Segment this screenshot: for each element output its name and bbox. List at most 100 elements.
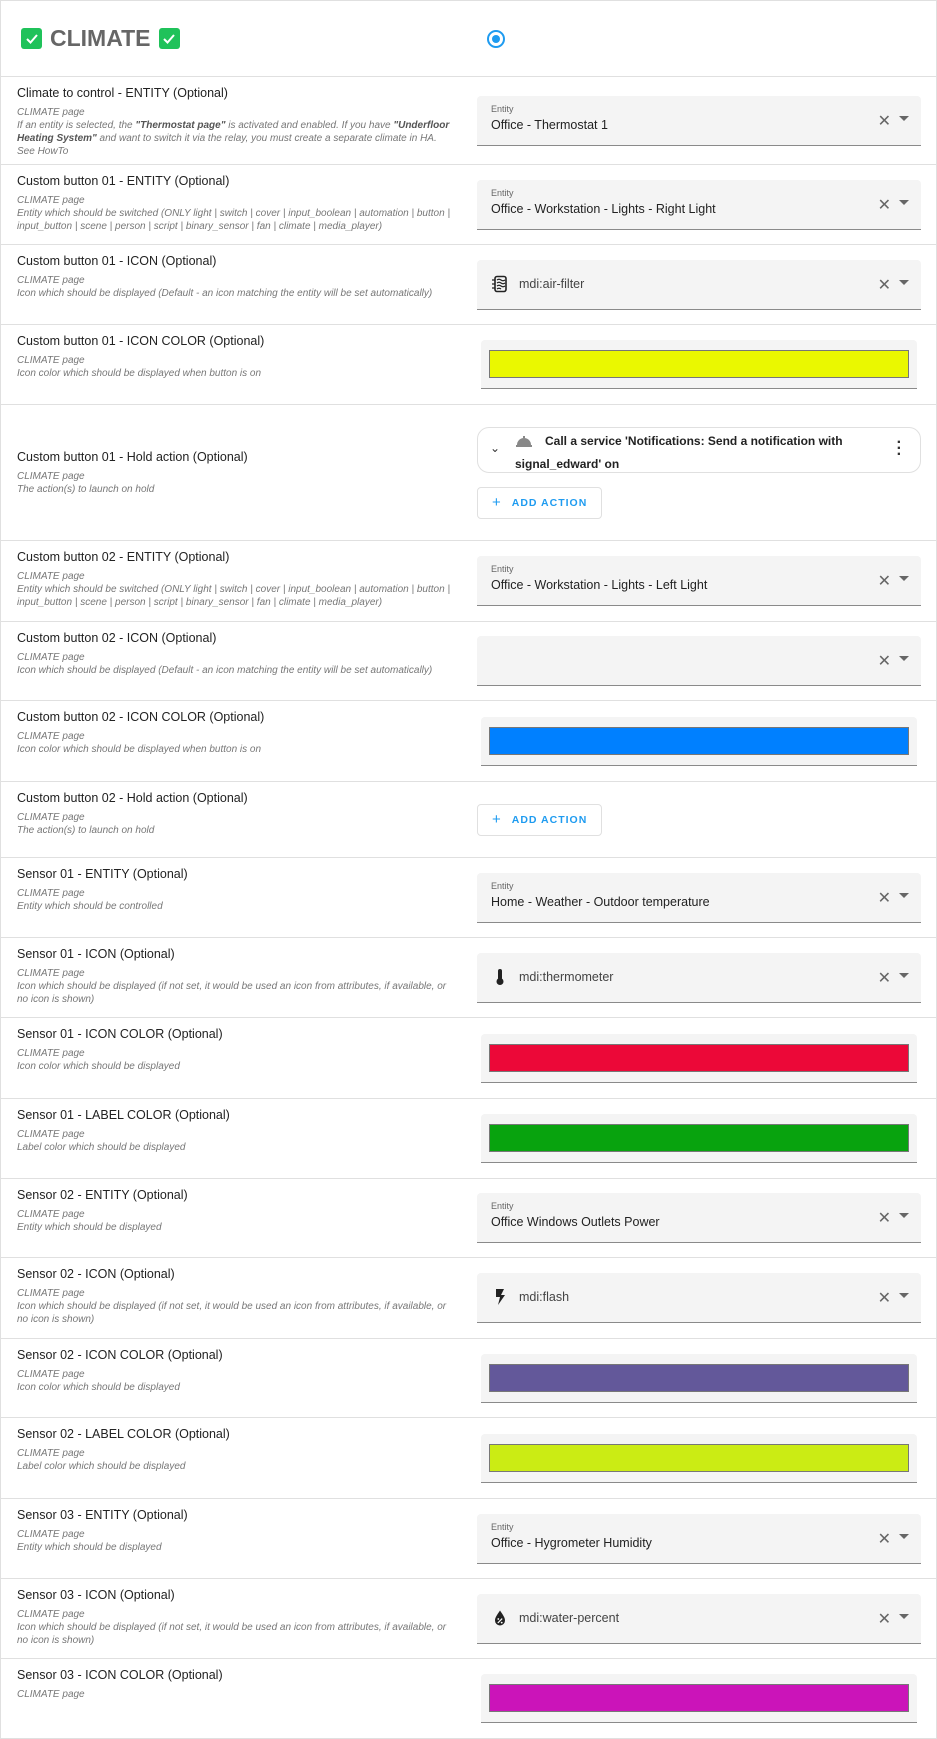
color-picker[interactable] (481, 1353, 917, 1403)
clear-icon[interactable]: ✕ (877, 889, 891, 907)
clear-icon[interactable]: ✕ (877, 969, 891, 987)
setting-description: CLIMATE page Icon which should be display… (17, 1287, 461, 1326)
dropdown-arrow-icon[interactable] (899, 1533, 909, 1539)
description-text: and want to switch it via the relay, you… (17, 133, 437, 157)
color-swatch[interactable] (489, 1684, 909, 1712)
icon-picker[interactable]: mdi:flash ✕ (477, 1273, 921, 1323)
dropdown-arrow-icon[interactable] (899, 279, 909, 285)
icon-picker[interactable]: mdi:thermometer ✕ (477, 952, 921, 1003)
more-options-icon[interactable]: · · · (896, 433, 902, 463)
icon-picker[interactable]: ✕ (477, 636, 921, 686)
description-text: Entity which should be switched (ONLY li… (17, 584, 451, 608)
setting-title: Custom button 01 - ICON (Optional) (17, 254, 217, 268)
entity-picker[interactable]: Entity Office Windows Outlets Power ✕ (477, 1193, 921, 1243)
icon-value[interactable]: mdi:flash (519, 1290, 570, 1304)
color-swatch[interactable] (489, 1043, 909, 1072)
entity-picker[interactable]: Entity Office - Workstation - Lights - Le… (477, 556, 921, 606)
color-picker[interactable] (481, 340, 917, 389)
add-action-button[interactable]: + ADD ACTION (477, 803, 603, 836)
setting-info: Custom button 02 - Hold action (Optional… (1, 782, 461, 837)
entity-value[interactable]: Office - Workstation - Lights - Left Lig… (491, 578, 708, 592)
icon-value[interactable]: mdi:thermometer (519, 969, 614, 984)
setting-row: Custom button 01 - ICON COLOR (Optional)… (1, 325, 936, 405)
entity-value[interactable]: Office - Thermostat 1 (491, 117, 608, 132)
description-text: Icon which should be displayed (if not s… (17, 981, 447, 1005)
clear-icon[interactable]: ✕ (877, 112, 891, 130)
dropdown-arrow-icon[interactable] (899, 892, 909, 898)
dropdown-arrow-icon[interactable] (899, 656, 909, 661)
setting-row: Custom button 01 - ENTITY (Optional) CLIM… (1, 165, 936, 245)
description-text: The action(s) to launch on hold (17, 825, 155, 836)
description-text: Entity which should be controlled (17, 901, 163, 912)
dropdown-arrow-icon[interactable] (899, 1293, 909, 1298)
air-filter-icon (491, 275, 509, 293)
clear-icon[interactable]: ✕ (877, 276, 891, 294)
setting-description: CLIMATE page Icon color which should be d… (17, 354, 461, 380)
color-swatch[interactable] (489, 1363, 909, 1392)
entity-picker[interactable]: Entity Home - Weather - Outdoor temperatu… (477, 872, 921, 923)
color-picker[interactable] (481, 716, 917, 766)
setting-title: Custom button 01 - Hold action (Optional… (17, 449, 248, 464)
color-picker[interactable] (481, 1114, 917, 1163)
setting-row: Sensor 03 - ICON (Optional) CLIMATE page I… (1, 1579, 936, 1659)
clear-icon[interactable]: ✕ (877, 1290, 891, 1307)
setting-title: Custom button 02 - Hold action (Optional… (17, 791, 248, 805)
description-text: Icon which should be displayed (if not s… (17, 1622, 447, 1646)
clear-icon[interactable]: ✕ (877, 573, 891, 590)
setting-row: Custom button 02 - ICON (Optional) CLIMAT… (1, 622, 936, 701)
dropdown-arrow-icon[interactable] (899, 972, 909, 978)
clear-icon[interactable]: ✕ (877, 1210, 891, 1227)
color-swatch[interactable] (489, 1124, 909, 1152)
clear-icon[interactable]: ✕ (877, 1530, 891, 1548)
icon-value[interactable]: mdi:water-percent (519, 1610, 620, 1625)
icon-picker[interactable]: mdi:water-percent ✕ (477, 1593, 921, 1644)
section-title-text: CLIMATE (50, 25, 151, 51)
dropdown-arrow-icon[interactable] (899, 576, 909, 581)
setting-control (461, 716, 936, 766)
description-text: CLIMATE page (17, 1209, 85, 1220)
setting-row: Sensor 01 - ENTITY (Optional) CLIMATE pag… (1, 858, 936, 938)
setting-title: Custom button 02 - ENTITY (Optional) (17, 550, 230, 564)
color-swatch[interactable] (489, 726, 909, 755)
checkmark-icon (158, 28, 180, 49)
description-text: CLIMATE page (17, 652, 85, 663)
action-item[interactable]: ⌄ Call a service 'Notifications: Send a n… (477, 426, 921, 473)
clear-icon[interactable]: ✕ (877, 653, 891, 670)
entity-value[interactable]: Home - Weather - Outdoor temperature (491, 894, 710, 909)
setting-control (461, 1674, 936, 1723)
clear-icon[interactable]: ✕ (877, 196, 891, 214)
color-swatch[interactable] (489, 350, 909, 378)
color-picker[interactable] (481, 1674, 917, 1723)
chevron-down-icon[interactable]: ⌄ (490, 440, 501, 455)
dropdown-arrow-icon[interactable] (899, 115, 909, 121)
color-picker[interactable] (481, 1433, 917, 1483)
description-text: CLIMATE page (17, 1448, 85, 1459)
clear-icon[interactable]: ✕ (877, 1610, 891, 1628)
setting-description: CLIMATE page Icon which should be display… (17, 967, 461, 1006)
icon-picker[interactable]: mdi:air-filter ✕ (477, 259, 921, 310)
description-text: CLIMATE page (17, 888, 85, 899)
color-swatch[interactable] (489, 1443, 909, 1472)
entity-picker[interactable]: Entity Office - Workstation - Lights - Ri… (477, 179, 921, 230)
entity-value[interactable]: Office - Hygrometer Humidity (491, 1535, 652, 1550)
dropdown-arrow-icon[interactable] (899, 199, 909, 205)
color-picker[interactable] (481, 1033, 917, 1083)
add-action-button[interactable]: + ADD ACTION (477, 486, 603, 519)
setting-title: Sensor 02 - LABEL COLOR (Optional) (17, 1427, 230, 1441)
dropdown-arrow-icon[interactable] (899, 1213, 909, 1218)
icon-value[interactable]: mdi:air-filter (519, 276, 585, 291)
entity-picker[interactable]: Entity Office - Hygrometer Humidity ✕ (477, 1513, 921, 1564)
plus-icon: + (492, 494, 502, 511)
setting-title: Sensor 01 - ENTITY (Optional) (17, 867, 188, 881)
checkmark-icon (21, 28, 42, 49)
dropdown-arrow-icon[interactable] (899, 1613, 909, 1619)
entity-picker[interactable]: Entity Office - Thermostat 1 ✕ (477, 95, 921, 146)
action-description: Call a service 'Notifications: Send a no… (515, 433, 843, 471)
section-radio-button[interactable] (487, 30, 505, 48)
entity-value[interactable]: Office - Workstation - Lights - Right Li… (491, 201, 716, 216)
description-text: CLIMATE page (17, 470, 85, 482)
add-action-label: ADD ACTION (511, 496, 588, 509)
setting-row: Sensor 01 - ICON COLOR (Optional) CLIMATE… (1, 1018, 936, 1099)
setting-title: Sensor 03 - ENTITY (Optional) (17, 1508, 188, 1522)
entity-value[interactable]: Office Windows Outlets Power (491, 1215, 660, 1229)
